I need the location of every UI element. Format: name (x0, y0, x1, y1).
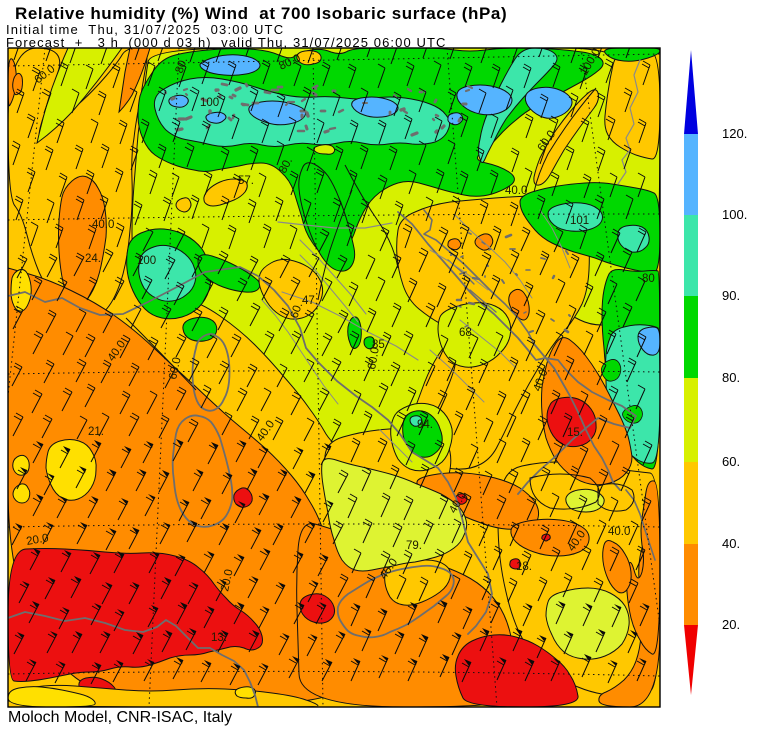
svg-text:40.0: 40.0 (608, 526, 630, 538)
svg-text:21.: 21. (88, 426, 104, 438)
svg-text:101: 101 (570, 215, 589, 227)
svg-text:85: 85 (372, 339, 385, 351)
svg-text:20.0: 20.0 (25, 532, 49, 548)
svg-text:80.: 80. (722, 370, 740, 385)
svg-text:13.: 13. (211, 632, 227, 644)
svg-text:79.: 79. (406, 540, 422, 552)
svg-text:80.: 80. (174, 56, 191, 75)
svg-text:18.: 18. (516, 561, 532, 573)
svg-text:40.: 40. (722, 536, 740, 551)
svg-text:90.: 90. (722, 288, 740, 303)
svg-text:80: 80 (642, 273, 655, 285)
svg-text:94.: 94. (417, 419, 433, 431)
svg-text:68.: 68. (459, 327, 475, 339)
svg-text:57.: 57. (238, 175, 254, 187)
svg-text:60.0: 60.0 (366, 346, 382, 370)
svg-text:20.: 20. (722, 617, 740, 632)
svg-text:40.0: 40.0 (505, 185, 527, 197)
svg-text:47.: 47. (302, 295, 318, 307)
svg-text:100: 100 (137, 255, 156, 267)
svg-text:20.0: 20.0 (219, 568, 235, 592)
svg-text:60.: 60. (722, 454, 740, 469)
svg-text:100.: 100. (722, 207, 747, 222)
svg-text:100: 100 (200, 97, 219, 109)
svg-text:15.: 15. (567, 427, 583, 439)
svg-text:60.: 60. (289, 301, 306, 320)
svg-text:120.: 120. (722, 126, 747, 141)
svg-text:40.0: 40.0 (92, 219, 114, 231)
svg-text:60.0: 60.0 (167, 356, 183, 380)
svg-text:24.: 24. (85, 253, 101, 265)
